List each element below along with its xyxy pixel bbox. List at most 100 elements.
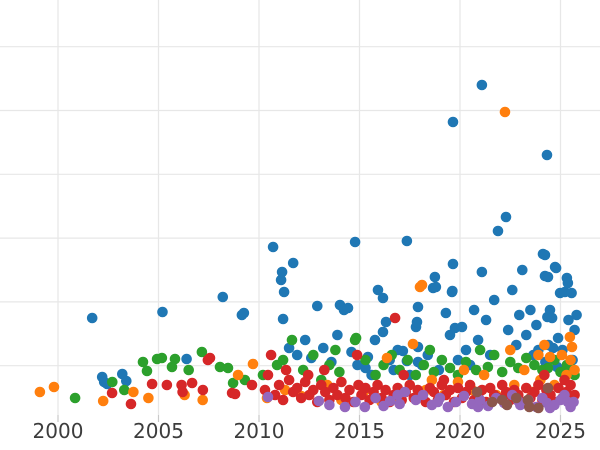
data-point-series-red (106, 387, 118, 399)
data-point-series-green (470, 364, 482, 376)
data-point-series-blue (377, 326, 389, 338)
data-point-series-red (452, 382, 464, 394)
data-point-series-red (565, 379, 576, 391)
data-point-series-blue (447, 285, 458, 297)
data-point-series-green (141, 365, 153, 377)
data-point-series-red (319, 364, 330, 376)
data-point-series-blue (181, 353, 192, 365)
data-point-series-blue (571, 309, 582, 321)
data-point-series-green (424, 344, 436, 356)
data-point-series-red (521, 382, 532, 394)
data-point-series-green (214, 361, 226, 373)
data-point-series-red (204, 352, 216, 364)
data-point-series-brown (471, 386, 483, 398)
data-point-series-red (280, 364, 292, 376)
data-point-series-purple (568, 396, 579, 408)
data-point-series-orange (499, 106, 511, 118)
data-point-series-red (553, 382, 564, 394)
data-point-series-red (283, 374, 295, 386)
data-point-series-blue (411, 316, 423, 328)
data-point-series-orange (566, 341, 578, 353)
data-point-series-blue (544, 304, 556, 316)
data-point-series-blue (541, 149, 553, 161)
data-point-series-green (436, 354, 448, 366)
data-point-series-red (539, 369, 550, 381)
data-point-series-blue (539, 249, 551, 261)
data-point-series-red (161, 379, 173, 391)
data-point-series-blue (502, 324, 514, 336)
data-point-series-brown (511, 392, 522, 404)
data-point-series-green (488, 349, 500, 361)
data-point-series-red (398, 369, 410, 381)
data-point-series-blue (380, 316, 392, 328)
data-point-series-blue (468, 304, 480, 316)
data-point-series-purple (359, 401, 371, 413)
data-point-series-red (146, 378, 158, 390)
data-point-series-blue (460, 344, 472, 356)
data-point-series-green (137, 356, 149, 368)
data-point-series-blue (342, 302, 354, 314)
data-point-series-green (227, 377, 239, 389)
data-point-series-blue (514, 309, 525, 321)
data-point-series-red (277, 394, 289, 406)
data-point-series-purple (339, 401, 351, 413)
data-point-series-red (125, 398, 137, 410)
data-point-series-green (474, 344, 486, 356)
data-point-series-purple (384, 395, 396, 407)
data-point-series-red (444, 384, 456, 396)
data-point-series-green (444, 362, 456, 374)
data-point-series-blue (349, 236, 361, 248)
data-point-series-orange (539, 339, 550, 351)
data-point-series-orange (143, 392, 154, 404)
x-axis-tick-label: 2000 (33, 419, 84, 443)
data-point-series-red (389, 312, 401, 324)
data-point-series-orange (505, 344, 516, 356)
data-point-series-blue (276, 266, 288, 278)
data-point-series-red (336, 376, 347, 388)
data-point-series-green (529, 359, 540, 371)
data-point-series-green (402, 354, 414, 366)
data-point-series-green (183, 364, 194, 376)
data-point-series-green (496, 366, 508, 378)
data-point-series-blue (412, 301, 424, 313)
data-point-series-red (320, 386, 331, 398)
data-point-series-green (308, 349, 319, 361)
data-point-series-blue (287, 257, 299, 269)
data-point-series-green (505, 356, 516, 368)
data-point-series-blue (86, 312, 98, 324)
data-point-series-green (69, 392, 81, 404)
data-point-series-blue (299, 334, 311, 346)
data-point-series-green (482, 361, 494, 373)
data-point-series-orange (232, 369, 244, 381)
data-point-series-blue (476, 266, 488, 278)
data-point-series-purple (434, 392, 446, 404)
data-point-series-brown (533, 402, 544, 414)
data-point-series-green (418, 359, 430, 371)
data-point-series-purple (399, 386, 411, 398)
data-point-series-orange (416, 279, 428, 291)
data-point-series-green (330, 344, 341, 356)
data-point-series-blue (492, 225, 504, 237)
data-point-series-purple (262, 391, 274, 403)
data-point-series-blue (525, 304, 536, 316)
data-point-series-green (410, 369, 422, 381)
x-axis-tick-label: 2005 (133, 419, 184, 443)
data-point-series-green (196, 346, 208, 358)
data-point-series-blue (238, 307, 250, 319)
data-point-series-blue (472, 334, 484, 346)
data-point-series-blue (377, 292, 389, 304)
data-point-series-blue (278, 286, 290, 298)
data-point-series-orange (564, 331, 576, 343)
data-point-series-brown (501, 399, 513, 411)
data-point-series-brown (524, 401, 535, 413)
data-point-series-green (277, 354, 289, 366)
data-point-series-orange (407, 338, 419, 350)
data-point-series-red (340, 392, 351, 404)
data-point-series-purple (450, 396, 462, 408)
data-point-series-green (166, 361, 178, 373)
data-point-series-red (438, 374, 450, 386)
data-point-series-red (308, 384, 319, 396)
data-point-series-purple (394, 398, 406, 410)
data-point-series-blue (521, 329, 532, 341)
